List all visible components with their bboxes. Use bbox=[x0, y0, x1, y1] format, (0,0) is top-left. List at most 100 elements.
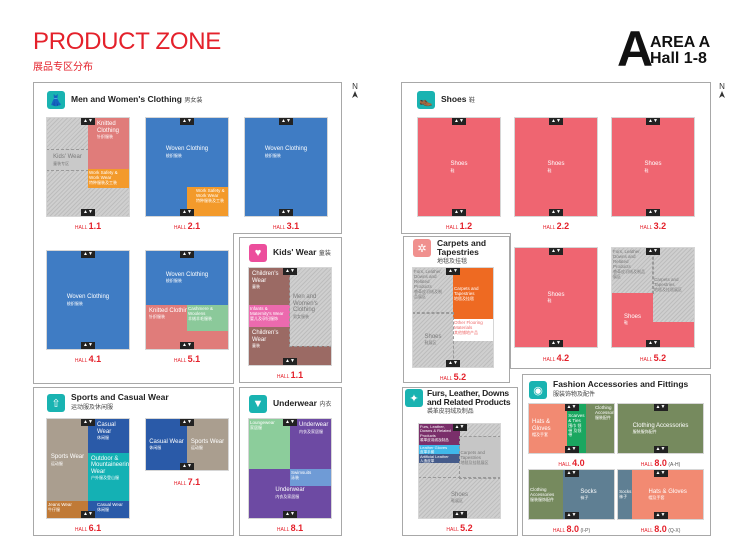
elevator-icon: ▲▼ bbox=[653, 470, 668, 477]
exhibit-zone[interactable]: Woven Clothing 梭织服装 bbox=[146, 118, 228, 187]
hall-2-2[interactable]: Shoes 鞋 ▲▼ ▲▼ bbox=[514, 117, 598, 217]
exhibit-zone[interactable]: Carpets and Tapestries 地毯及挂毯展区 bbox=[652, 248, 694, 324]
exhibit-zone[interactable]: Shoes 鞋 bbox=[612, 118, 694, 216]
exhibit-zone[interactable]: Woven Clothing 梭织服装 bbox=[47, 251, 129, 349]
zone-label: Underwear bbox=[299, 422, 329, 428]
exhibit-zone[interactable]: Hats & Gloves 帽及手套 bbox=[529, 404, 568, 453]
hall-3-1[interactable]: Woven Clothing 梭织服装 ▲▼ ▲▼ bbox=[244, 117, 328, 217]
exhibit-zone[interactable]: Casual Wear 休闲服 bbox=[88, 419, 129, 453]
exhibit-zone[interactable]: Shoes 鞋展区 bbox=[413, 311, 454, 367]
exhibit-zone[interactable]: Leather Gloves 皮革手套 bbox=[419, 444, 460, 454]
exhibit-zone[interactable]: Casual Wear 休闲服 bbox=[88, 501, 129, 518]
hall-2-1[interactable]: Woven Clothing 梭织服装 Work Safety & Work Wea… bbox=[145, 117, 229, 217]
hall-1-1[interactable]: Children's Wear 童装 Infants & Maternity's W… bbox=[248, 267, 332, 366]
elevator-icon: ▲▼ bbox=[81, 251, 95, 258]
exhibit-zone[interactable]: Jeans Wear 牛仔服 bbox=[47, 501, 88, 518]
exhibit-zone[interactable]: Scarves & Ties 围巾 领带 及领带 bbox=[567, 404, 586, 453]
area-name: AREA A bbox=[650, 34, 711, 51]
elevator-icon: ▲▼ bbox=[452, 118, 466, 125]
exhibit-zone[interactable]: Cashmere & Woolens 羊绒羊毛服装 bbox=[187, 304, 228, 332]
exhibit-zone[interactable]: Furs, Leather, Downs & Related Products 裘… bbox=[419, 424, 460, 445]
hall-label: HALL 1.1 bbox=[47, 221, 129, 231]
hall-4-0[interactable]: Hats & Gloves 帽及手套 Scarves & Ties 围巾 领带 及领带… bbox=[528, 403, 615, 454]
exhibit-zone[interactable]: Clothing Accessories 服装服饰配件 bbox=[529, 470, 563, 519]
hall-5-2[interactable]: Furs, Leather, Downs and Related Product… bbox=[611, 247, 695, 348]
hall-word: HALL bbox=[272, 225, 287, 231]
elevator-icon: ▲▼ bbox=[180, 118, 194, 125]
hall-1-2[interactable]: Shoes 鞋 ▲▼ ▲▼ bbox=[417, 117, 501, 217]
underwear-panel-border bbox=[239, 387, 342, 536]
exhibit-zone[interactable]: Furs, Leather, Downs and Related Product… bbox=[612, 248, 654, 294]
hall-number: 8.0 bbox=[654, 458, 667, 468]
button-icon: ◉ bbox=[529, 381, 547, 399]
panel-title: Furs, Leather, Downs and Related Product… bbox=[427, 388, 511, 407]
exhibit-zone[interactable]: Carpets and Tapestries 地毯及挂毯 bbox=[453, 268, 493, 320]
exhibit-zone[interactable]: Socks 袜子 bbox=[618, 470, 633, 519]
exhibit-zone[interactable]: Swimsuits 泳装 bbox=[290, 468, 331, 487]
exhibit-zone[interactable]: Children's Wear 童装 bbox=[249, 327, 290, 365]
exhibit-zone[interactable]: Kids' Wear 童装专区 bbox=[47, 149, 89, 171]
hall-label: HALL 8.0 (A-H) bbox=[618, 458, 703, 468]
hall-label: HALL 6.1 bbox=[47, 523, 129, 533]
hall-label: HALL 4.2 bbox=[515, 353, 597, 363]
exhibit-zone[interactable]: Knitted Clothing 针织服装 bbox=[88, 118, 129, 169]
zone-label: Other Flooring Materials bbox=[454, 320, 483, 331]
hall-8-1[interactable]: Underwear 内衣及家居服 Loungewear 家居服 Underwear 内衣及… bbox=[248, 418, 332, 519]
hall-4-2[interactable]: Shoes 鞋 ▲▼ ▲▼ bbox=[514, 247, 598, 348]
hall-4-1[interactable]: Woven Clothing 梭织服装 ▲▼ ▲▼ bbox=[46, 250, 130, 350]
exhibit-zone[interactable]: Sports Wear 运动服 bbox=[47, 419, 88, 501]
exhibit-zone[interactable]: Hats & Gloves 帽及手套 bbox=[632, 470, 703, 519]
exhibit-zone[interactable]: Outdoor & Mountaineering Wear 户外服及登山服 bbox=[88, 452, 129, 502]
hall-word: HALL bbox=[639, 225, 654, 231]
exhibit-zone[interactable]: Children's Wear 童装 bbox=[249, 268, 290, 305]
exhibit-zone[interactable]: Casual Wear 休闲服 bbox=[146, 419, 187, 470]
hall-3-2[interactable]: Shoes 鞋 ▲▼ ▲▼ bbox=[611, 117, 695, 217]
exhibit-zone[interactable]: Men and Women's Clothing 男女服装 bbox=[289, 268, 331, 347]
exhibit-zone[interactable]: Furs, Leather, Downs and Related Product… bbox=[413, 268, 454, 314]
panel-title-zh: 裘革皮羽绒及制品 bbox=[427, 409, 474, 415]
hall-number: 4.1 bbox=[88, 354, 102, 364]
exhibit-zone[interactable]: Infants & Maternity's Wear 婴儿及孕妇服饰 bbox=[249, 304, 290, 328]
exhibit-zone[interactable]: Underwear 内衣及家居服 bbox=[249, 469, 331, 519]
zone-label-zh: 服装服饰配件 bbox=[632, 429, 657, 434]
exhibit-zone[interactable]: Clothing Accessories 服装服饰配件 bbox=[618, 404, 703, 453]
exhibit-zone[interactable]: Shoes 鞋 bbox=[515, 248, 597, 347]
hall-5-2[interactable]: Furs, Leather, Downs and Related Product… bbox=[412, 267, 494, 368]
hall-8-0[interactable]: Socks 袜子 Hats & Gloves 帽及手套 ▲▼ ▲▼ bbox=[617, 469, 704, 520]
exhibit-zone[interactable]: Clothing Accessories服装配件 bbox=[585, 404, 614, 453]
exhibit-zone[interactable]: Carpets and Tapestries 地毯及挂毯展区 bbox=[458, 436, 500, 479]
zone-label-zh: 裘革皮羽绒及制品展区 bbox=[613, 269, 645, 279]
exhibit-zone[interactable]: Woven Clothing 梭织服装 bbox=[146, 251, 228, 305]
hall-7-1[interactable]: Casual Wear 休闲服 Sports Wear 运动服 ▲▼ ▲▼ bbox=[145, 418, 229, 471]
elevator-icon: ▲▼ bbox=[452, 511, 467, 518]
hall-8-0[interactable]: Clothing Accessories 服装服饰配件 ▲▼ ▲▼ bbox=[617, 403, 704, 454]
elevator-icon: ▲▼ bbox=[81, 511, 95, 518]
zone-label: Infants & Maternity's Wear bbox=[250, 305, 284, 316]
exhibit-zone[interactable]: Shoes 鞋展区 bbox=[419, 476, 500, 518]
hall-6-1[interactable]: Sports Wear 运动服 Casual Wear 休闲服 Outdoor & Mo… bbox=[46, 418, 130, 519]
area-halls: Hall 1-8 bbox=[650, 50, 707, 67]
exhibit-zone[interactable]: Other Flooring Materials 其他铺地产品 bbox=[453, 319, 493, 342]
exhibit-zone[interactable]: Socks 袜子 bbox=[563, 470, 614, 519]
hall-5-1[interactable]: Woven Clothing 梭织服装 Knitted Clothing 针织服装 Ca… bbox=[145, 250, 229, 350]
exhibit-zone[interactable]: Underwear 内衣及家居服 bbox=[290, 419, 331, 469]
exhibit-zone[interactable]: Loungewear 家居服 bbox=[249, 419, 290, 469]
exhibit-zone[interactable]: Shoes 鞋 bbox=[418, 118, 500, 216]
zone-label: Socks bbox=[580, 488, 597, 495]
panel-header-kids: ♥ Kids' Wear 童装 bbox=[249, 244, 331, 262]
hall-1-1[interactable]: Kids' Wear 童装专区 Knitted Clothing 针织服装 Work S… bbox=[46, 117, 130, 217]
zone-label: Carpets and Tapestries bbox=[454, 285, 479, 296]
hall-8-0[interactable]: Clothing Accessories 服装服饰配件 Socks 袜子 ▲▼ ▲▼ bbox=[528, 469, 615, 520]
hall-5-2[interactable]: Furs, Leather, Downs & Related Products 裘… bbox=[418, 423, 501, 519]
exhibit-zone[interactable]: Woven Clothing 梭织服装 bbox=[245, 118, 327, 187]
elevator-icon: ▲▼ bbox=[283, 268, 297, 275]
exhibit-zone[interactable]: Shoes 鞋 bbox=[515, 118, 597, 216]
zone-label-zh: 其他铺地产品 bbox=[454, 330, 478, 336]
exhibit-zone[interactable]: Shoes 鞋 bbox=[612, 292, 653, 347]
zone-label: Shoes bbox=[547, 161, 565, 167]
exhibit-zone[interactable]: Sports Wear 运动服 bbox=[187, 419, 228, 470]
zone-label: Carpets and Tapestries bbox=[460, 449, 486, 460]
exhibit-zone[interactable]: Work Safety & Work Wear 特种服装及工装 bbox=[88, 168, 129, 188]
exhibit-zone[interactable]: Artificial Leather 人造皮革 bbox=[419, 454, 460, 463]
zone-label: Furs, Leather, Downs and Related Product… bbox=[414, 269, 442, 289]
